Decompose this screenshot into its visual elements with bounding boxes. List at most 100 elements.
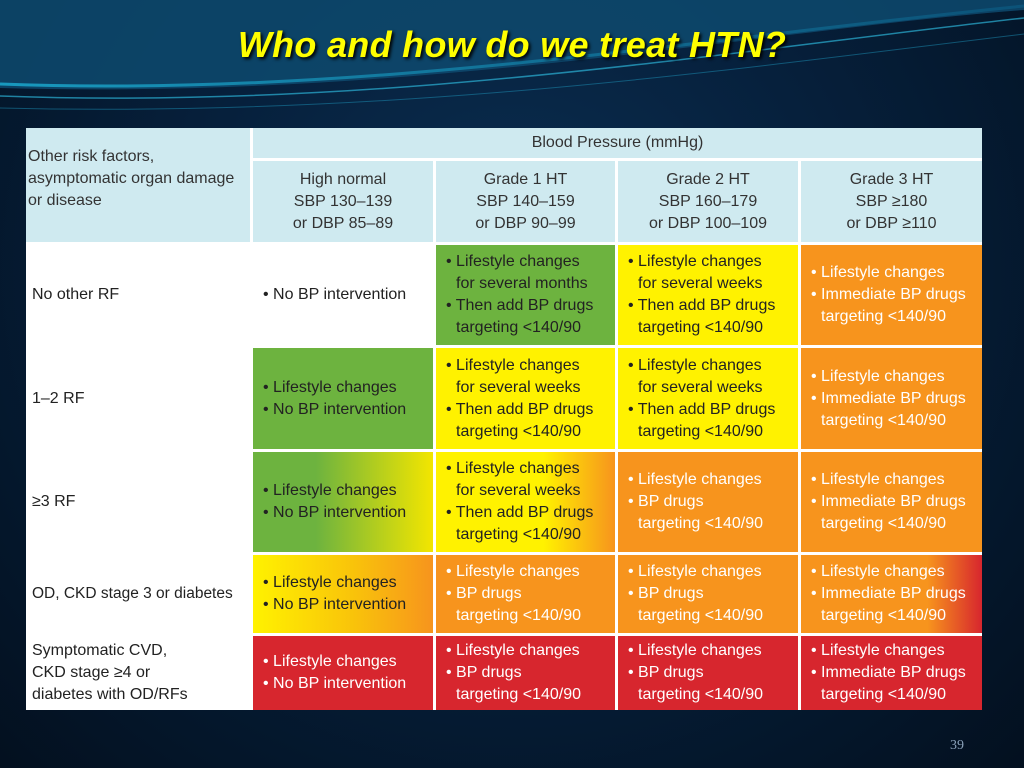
cell-line: • Lifestyle changes [811, 367, 945, 385]
cell-line: • Lifestyle changes [811, 471, 945, 488]
cell-line: • Immediate BP drugs [811, 493, 966, 510]
cell-line: • Then add BP drugs [446, 504, 594, 521]
cell-line: • Lifestyle changes [263, 482, 397, 499]
cell-od-grade-3: • Lifestyle changes • Immediate BP drugs… [801, 555, 982, 633]
cell-line: for several weeks [638, 378, 763, 396]
cell-line: • BP drugs [446, 585, 522, 602]
cell-line: for several months [456, 275, 588, 292]
cell-3-rf-grade-1: • Lifestyle changes for several weeks • … [436, 452, 615, 552]
cell-line: targeting <140/90 [821, 686, 946, 703]
cell-line: • Then add BP drugs [628, 297, 776, 314]
cell-cvd-grade-2: • Lifestyle changes • BP drugs targeting… [618, 636, 798, 710]
cell-line: • Lifestyle changes [811, 264, 945, 281]
cell-1-2-rf-grade-1: • Lifestyle changes for several weeks • … [436, 348, 615, 449]
column-header-line: High normal [299, 170, 387, 188]
column-header-high-normal: High normal SBP 130–139 or DBP 85–89 [253, 161, 433, 242]
cell-line: • Immediate BP drugs [811, 585, 966, 602]
row-label-symptomatic-cvd: Symptomatic CVD, CKD stage ≥4 or diabete… [26, 636, 250, 710]
risk-factors-header: Other risk factors, asymptomatic organ d… [26, 128, 250, 242]
column-header-line: SBP 140–159 [476, 192, 575, 210]
cell-line: • Then add BP drugs [628, 400, 776, 418]
blood-pressure-header: Blood Pressure (mmHg) [253, 128, 982, 158]
cell-od-grade-1: • Lifestyle changes • BP drugs targeting… [436, 555, 615, 633]
treatment-table: Other risk factors, asymptomatic organ d… [26, 128, 982, 710]
cell-line: • Immediate BP drugs [811, 286, 966, 303]
cell-line: targeting <140/90 [821, 607, 946, 624]
cell-line: targeting <140/90 [456, 526, 581, 543]
cell-3-rf-grade-3: • Lifestyle changes • Immediate BP drugs… [801, 452, 982, 552]
cell-line: • Lifestyle changes [628, 356, 762, 374]
cell-1-2-rf-grade-3: • Lifestyle changes • Immediate BP drugs… [801, 348, 982, 449]
cell-line: • Lifestyle changes [446, 253, 580, 270]
risk-header-line: or disease [28, 192, 102, 209]
row-label-line: CKD stage ≥4 or [32, 664, 151, 681]
row-label-line: OD, CKD stage 3 or diabetes [32, 585, 233, 602]
cell-line: targeting <140/90 [638, 422, 763, 440]
slide-title: Who and how do we treat HTN? [237, 24, 787, 65]
cell-line: • Lifestyle changes [446, 460, 580, 477]
cell-line: • Immediate BP drugs [811, 664, 966, 681]
column-header-line: SBP 160–179 [658, 192, 758, 210]
cell-1-2-rf-high-normal: • Lifestyle changes • No BP intervention [253, 348, 433, 449]
row-label-3-plus-rf: ≥3 RF [26, 452, 250, 552]
decorative-swoosh [0, 0, 1024, 110]
cell-line: • No BP intervention [263, 675, 407, 692]
cell-line: targeting <140/90 [638, 319, 763, 336]
row-label-line: Symptomatic CVD, [32, 642, 168, 659]
cell-no-rf-grade-3: • Lifestyle changes • Immediate BP drugs… [801, 245, 982, 345]
cell-line: • Lifestyle changes [263, 574, 397, 591]
row-label-line: ≥3 RF [32, 493, 76, 510]
column-header-grade-3: Grade 3 HT SBP ≥180 or DBP ≥110 [801, 161, 982, 242]
cell-no-rf-high-normal: • No BP intervention [253, 245, 433, 345]
column-header-grade-1: Grade 1 HT SBP 140–159 or DBP 90–99 [436, 161, 615, 242]
column-header-grade-2: Grade 2 HT SBP 160–179 or DBP 100–109 [618, 161, 798, 242]
cell-line: • Lifestyle changes [811, 563, 945, 580]
column-header-line: SBP ≥180 [855, 192, 928, 210]
cell-line: • No BP intervention [263, 504, 407, 521]
column-header-line: Grade 1 HT [483, 170, 568, 188]
risk-header-line: Other risk factors, [28, 148, 155, 165]
cell-od-grade-2: • Lifestyle changes • BP drugs targeting… [618, 555, 798, 633]
cell-cvd-grade-3: • Lifestyle changes • Immediate BP drugs… [801, 636, 982, 710]
cell-line: for several weeks [638, 275, 763, 292]
column-header-line: or DBP ≥110 [846, 214, 937, 232]
row-label-1-2-rf: 1–2 RF [26, 348, 250, 449]
cell-line: targeting <140/90 [638, 515, 763, 532]
cell-line: • Lifestyle changes [263, 653, 397, 670]
row-label-od-ckd3-diabetes: OD, CKD stage 3 or diabetes [26, 555, 250, 633]
cell-line: • Lifestyle changes [446, 563, 580, 580]
cell-line: • Lifestyle changes [446, 356, 580, 374]
cell-3-rf-high-normal: • Lifestyle changes • No BP intervention [253, 452, 433, 552]
row-label-line: diabetes with OD/RFs [32, 686, 188, 703]
cell-line: targeting <140/90 [456, 607, 581, 624]
cell-line: • Lifestyle changes [628, 563, 762, 580]
cell-line: • No BP intervention [263, 400, 407, 418]
row-label-no-other-rf: No other RF [26, 245, 250, 345]
cell-line: • Then add BP drugs [446, 400, 594, 418]
cell-line: • Lifestyle changes [446, 642, 580, 659]
cell-cvd-grade-1: • Lifestyle changes • BP drugs targeting… [436, 636, 615, 710]
cell-no-rf-grade-2: • Lifestyle changes for several weeks • … [618, 245, 798, 345]
cell-line: for several weeks [456, 482, 581, 499]
cell-line: targeting <140/90 [821, 411, 946, 429]
cell-line: • Then add BP drugs [446, 297, 594, 314]
column-header-line: SBP 130–139 [293, 192, 393, 210]
cell-line: targeting <140/90 [638, 686, 763, 703]
page-number: 39 [950, 738, 964, 753]
cell-line: targeting <140/90 [821, 515, 946, 532]
cell-line: targeting <140/90 [456, 686, 581, 703]
column-header-line: or DBP 90–99 [475, 214, 576, 232]
cell-line: • No BP intervention [263, 596, 407, 613]
cell-line: • No BP intervention [263, 286, 407, 303]
column-header-line: Grade 2 HT [666, 170, 750, 188]
cell-line: for several weeks [456, 378, 581, 396]
cell-line: • BP drugs [628, 664, 704, 681]
cell-line: • BP drugs [446, 664, 522, 681]
cell-od-high-normal: • Lifestyle changes • No BP intervention [253, 555, 433, 633]
cell-3-rf-grade-2: • Lifestyle changes • BP drugs targeting… [618, 452, 798, 552]
row-label-line: No other RF [32, 286, 120, 303]
cell-line: • Immediate BP drugs [811, 389, 966, 407]
cell-line: targeting <140/90 [456, 422, 581, 440]
cell-line: targeting <140/90 [456, 319, 581, 336]
cell-line: • Lifestyle changes [628, 642, 762, 659]
